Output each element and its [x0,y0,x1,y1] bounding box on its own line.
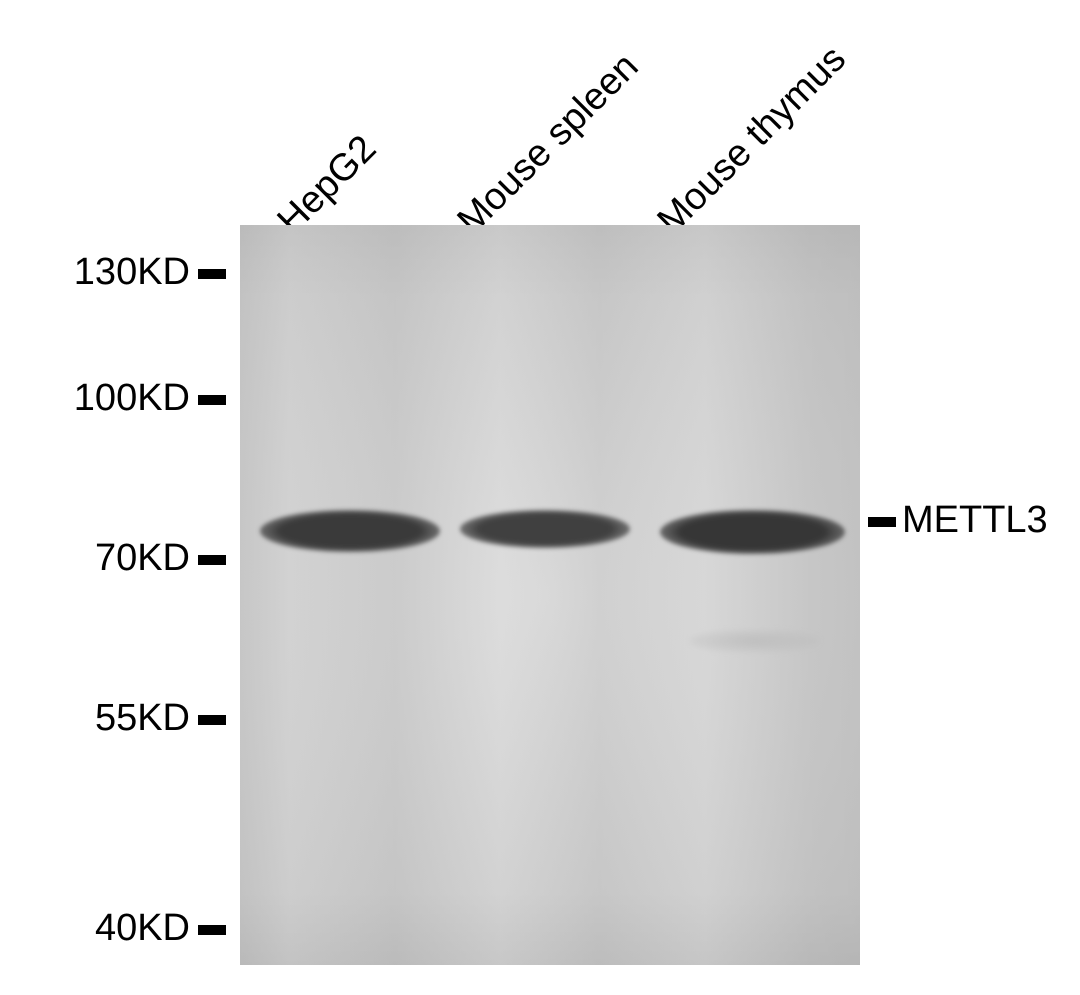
marker-label-1: 100KD [30,377,190,420]
target-tick [868,517,896,527]
faint-band-lane-3 [690,630,820,652]
marker-label-3: 55KD [30,697,190,740]
marker-label-2: 70KD [30,537,190,580]
marker-tick-1 [198,395,226,405]
western-blot-figure: HepG2 Mouse spleen Mouse thymus 130KD 10… [0,0,1080,995]
marker-tick-3 [198,715,226,725]
marker-tick-2 [198,555,226,565]
band-lane-2 [460,510,630,548]
blot-membrane [240,225,860,965]
lane-label-2: Mouse spleen [450,45,648,243]
marker-tick-0 [198,269,226,279]
blot-background [240,225,860,965]
marker-tick-4 [198,925,226,935]
target-label: METTL3 [902,499,1048,542]
band-lane-3 [660,510,845,554]
marker-label-4: 40KD [30,907,190,950]
marker-label-0: 130KD [30,251,190,294]
band-lane-1 [260,510,440,552]
lane-label-3: Mouse thymus [650,38,855,243]
